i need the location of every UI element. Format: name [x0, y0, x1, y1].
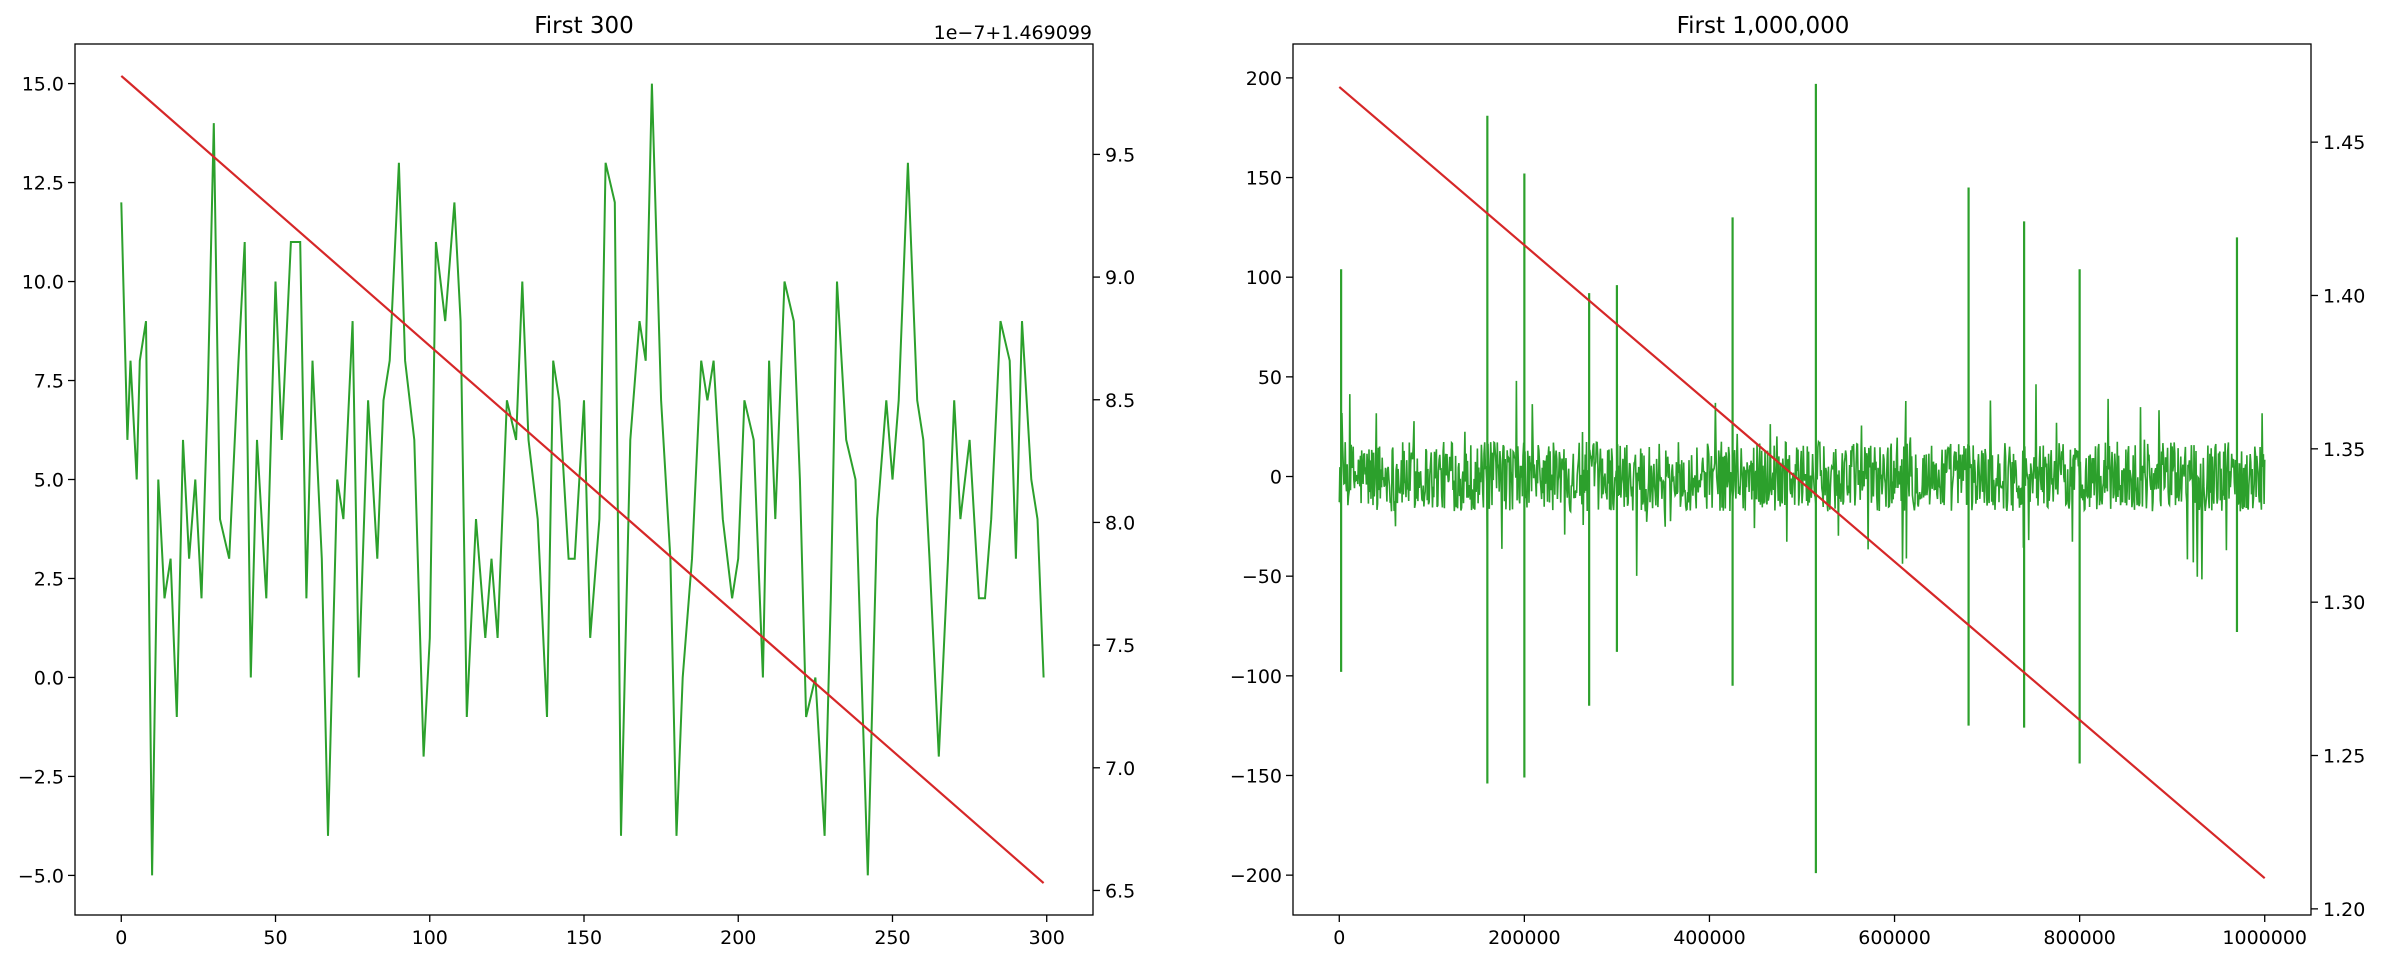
y-tick-label: 12.5: [22, 173, 64, 195]
plot-area: [120, 75, 1045, 884]
chart-first-300: First 300 1e−7+1.469099 0 50 100 150 200 250 3…: [18, 13, 1135, 949]
x-tick-label: 250: [874, 927, 910, 949]
series-line-values: [120, 83, 1045, 876]
y2-tick-label: 1.40: [2323, 285, 2365, 307]
y-tick-label: −5.0: [18, 865, 64, 887]
y2-tick-label: 1.30: [2323, 592, 2365, 614]
y2-tick-label: 8.0: [1105, 512, 1135, 534]
x-tick-label: 600000: [1858, 927, 1931, 949]
y-tick-label: 7.5: [34, 371, 64, 393]
y-tick-label: 0: [1270, 467, 1282, 489]
plot-area: [1338, 83, 2266, 880]
y2-tick-label: 1.45: [2323, 132, 2365, 154]
x-tick-label: 150: [566, 927, 602, 949]
series-line-decreasing: [120, 75, 1045, 884]
y2-tick-label: 6.5: [1105, 880, 1135, 902]
chart-title: First 300: [534, 13, 634, 39]
y2-tick-label: 9.5: [1105, 144, 1135, 166]
y2-tick-label: 7.0: [1105, 758, 1135, 780]
series-line-decreasing: [1338, 86, 2266, 880]
y-tick-label: −50: [1242, 566, 1282, 588]
y2-tick-label: 8.5: [1105, 390, 1135, 412]
y-tick-label: −150: [1230, 765, 1282, 787]
series-line-values: [1338, 380, 2266, 580]
y-tick-label: 100: [1246, 267, 1282, 289]
chart-first-1000000: First 1,000,000 0 200000 400000 600000 80000…: [1230, 13, 2366, 949]
y-tick-label: 5.0: [34, 470, 64, 492]
x-tick-label: 400000: [1673, 927, 1746, 949]
y-tick-label: −2.5: [18, 766, 64, 788]
x-tick-label: 1000000: [2222, 927, 2307, 949]
x-tick-label: 300: [1029, 927, 1065, 949]
x-tick-label: 0: [115, 927, 127, 949]
axis-ticks: 0 200000 400000 600000 800000 1000000 −200 −150…: [1230, 68, 2366, 949]
y2-tick-label: 7.5: [1105, 635, 1135, 657]
y2-tick-label: 1.20: [2323, 899, 2365, 921]
y-tick-label: −100: [1230, 666, 1282, 688]
axis-ticks: 0 50 100 150 200 250 300 −5.0 −2.5 0.0 2.5 5.0 7.5 10…: [18, 74, 1135, 949]
y2-tick-label: 1.25: [2323, 746, 2365, 768]
x-tick-label: 800000: [2043, 927, 2116, 949]
x-tick-label: 200000: [1488, 927, 1561, 949]
right-axis-offset-label: 1e−7+1.469099: [934, 22, 1092, 44]
y-tick-label: 150: [1246, 168, 1282, 190]
y-tick-label: −200: [1230, 865, 1282, 887]
x-tick-label: 100: [412, 927, 448, 949]
x-tick-label: 200: [720, 927, 756, 949]
y-tick-label: 15.0: [22, 74, 64, 96]
x-tick-label: 0: [1333, 927, 1345, 949]
y2-tick-label: 9.0: [1105, 267, 1135, 289]
y-tick-label: 2.5: [34, 568, 64, 590]
axes-frame: [1292, 43, 2312, 916]
chart-title: First 1,000,000: [1677, 13, 1850, 39]
x-tick-label: 50: [263, 927, 287, 949]
y-tick-label: 200: [1246, 68, 1282, 90]
y-tick-label: 50: [1258, 367, 1282, 389]
y-tick-label: 0.0: [34, 667, 64, 689]
y-tick-label: 10.0: [22, 272, 64, 294]
y2-tick-label: 1.35: [2323, 439, 2365, 461]
